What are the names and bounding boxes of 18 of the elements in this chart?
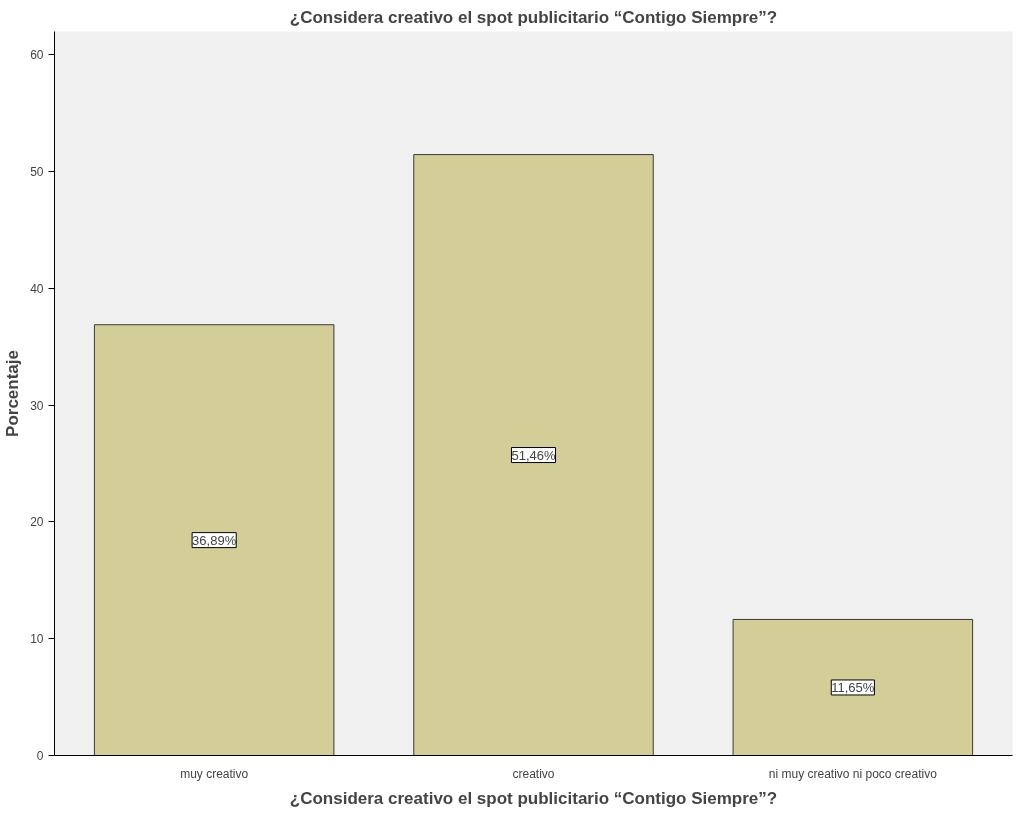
y-tick-label: 20 xyxy=(30,515,44,530)
data-label: 11,65% xyxy=(831,679,875,695)
x-axis-title: ¿Considera creativo el spot publicitario “Contigo Siempre”? xyxy=(289,788,778,808)
bar xyxy=(413,154,654,756)
y-tick-label: 60 xyxy=(30,48,44,63)
y-tick-label: 10 xyxy=(30,632,44,647)
y-tick-label: 50 xyxy=(30,165,44,180)
y-tick-label: 30 xyxy=(30,398,44,413)
y-tick-label: 40 xyxy=(30,281,44,296)
x-tick-label: ni muy creativo ni poco creativo xyxy=(768,766,938,781)
x-tick-label: creativo xyxy=(512,766,555,781)
x-tick-label: muy creativo xyxy=(180,766,249,781)
data-label: 51,46% xyxy=(511,447,556,463)
y-tick-label: 0 xyxy=(36,749,44,763)
chart-title: ¿Considera creativo el spot publicitario “Contigo Siempre”? xyxy=(289,7,778,27)
bar xyxy=(93,324,335,756)
bar xyxy=(732,618,974,756)
y-axis-title: Porcentaje xyxy=(3,350,23,437)
